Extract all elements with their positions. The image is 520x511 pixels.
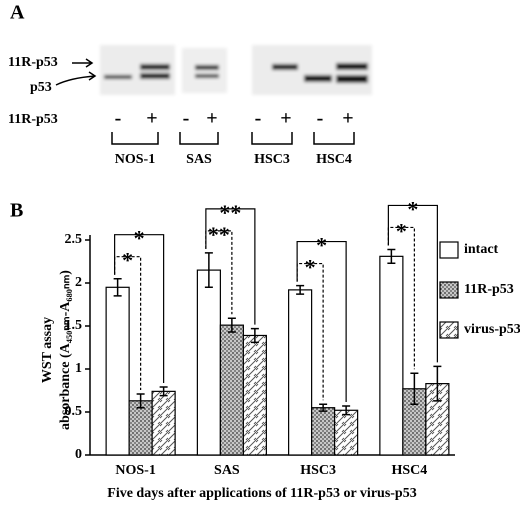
significance-bracket [114,256,142,390]
group-label: SAS [186,152,212,167]
y-axis-label: absorbance (A₄₅₀ₙₘ-A₆₈₀ₙₘ) [58,270,73,430]
significance-label: * [316,233,327,258]
bar [105,286,130,456]
bar [196,269,221,456]
band-label: p53 [30,80,52,95]
x-tick-label: SAS [214,463,240,478]
lanes: - + - + - + - +NOS-1 SAS HSC3 HSC4 [111,108,355,167]
panel-label: A [10,2,25,24]
significance-bracket [296,240,347,402]
significance-label: * [122,248,133,273]
error-bar [387,248,396,264]
group-bracket [111,132,159,145]
error-bar [227,317,236,333]
band-label: 11R-p53 [8,55,58,70]
y-axis-label: WST assay [40,317,55,383]
error-bar [159,386,168,397]
legend-swatch [439,281,459,299]
bar [219,324,244,456]
y-tick-label: 0 [75,447,82,462]
bar [379,255,404,456]
lane-label: + [280,108,291,130]
x-tick-label: NOS-1 [115,463,155,478]
lane-label: + [342,108,353,130]
bar [288,289,313,456]
bar [334,409,359,456]
error-bar [319,403,328,412]
plot: 00.511.522.5NOS-1**SAS****HSC3**HSC4**in… [65,197,520,479]
lane-label: - [115,108,122,130]
significance-bracket [114,234,165,384]
lane-label: - [317,108,324,130]
group-bracket [251,132,293,145]
bar [242,334,267,456]
significance-bracket [387,226,415,370]
group-bracket [313,132,355,145]
error-bar [250,327,259,344]
legend-swatch [439,241,459,259]
group-bracket [179,132,219,145]
panel-label: B [10,200,23,222]
y-tick-label: 2 [75,275,82,290]
significance-label: * [134,226,145,251]
legend-label: intact [464,242,499,257]
error-bar [296,284,305,295]
error-bar [342,405,351,416]
significance-label: ** [208,222,230,247]
error-bar [410,372,419,406]
lane-label: + [146,108,157,130]
y-tick-label: 1 [75,361,82,376]
lane-label: - [183,108,190,130]
arrow [72,58,94,68]
legend-swatch [439,321,459,339]
error-bar [204,252,213,289]
y-tick-label: 0.5 [65,404,83,419]
group-label: NOS-1 [115,152,155,167]
x-axis-label: Five days after applications of 11R-p53 … [107,486,416,501]
arrow [55,71,97,86]
row-label: 11R-p53 [8,112,58,127]
x-tick-label: HSC3 [300,463,336,478]
panel-a: A 11R-p53 p53 11R-p53 - + - + - + - +NOS-1 SAS HS… [8,2,372,167]
significance-bracket [205,230,233,315]
significance-bracket [205,208,256,325]
bar [311,407,336,456]
error-bar [113,277,122,297]
lane-label: + [206,108,217,130]
x-tick-label: HSC4 [391,463,427,478]
significance-label: * [407,197,418,222]
group-label: HSC4 [316,152,352,167]
legend-label: 11R-p53 [464,282,514,297]
group-label: HSC3 [254,152,290,167]
significance-label: * [305,255,316,280]
legend-label: virus-p53 [464,322,520,337]
lane-label: - [255,108,262,130]
blot [100,45,372,95]
bar [151,390,176,456]
error-bar [136,393,145,409]
significance-bracket [296,262,324,401]
y-tick-label: 2.5 [65,232,83,247]
significance-bracket [387,204,438,363]
significance-label: * [396,219,407,244]
y-tick-label: 1.5 [65,318,83,333]
error-bar [433,365,442,402]
bar [128,400,153,456]
significance-label: ** [219,200,241,225]
